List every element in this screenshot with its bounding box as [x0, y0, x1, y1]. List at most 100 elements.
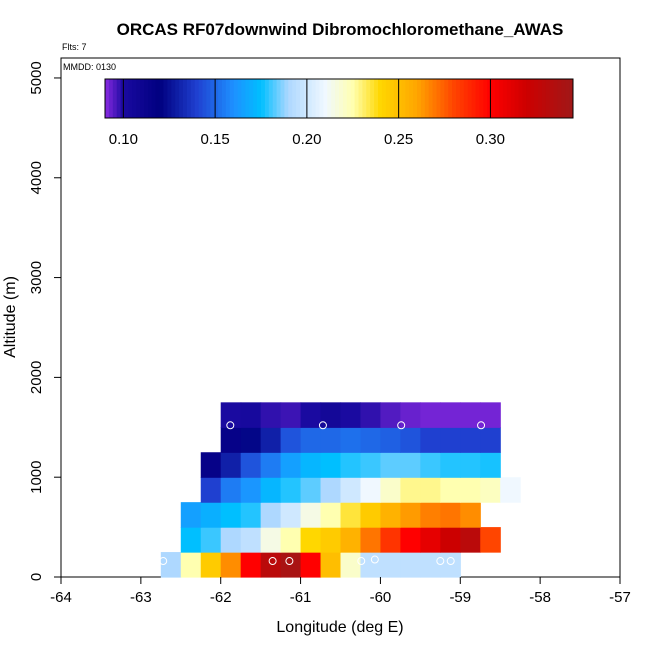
colorbar-segment — [534, 79, 539, 118]
colorbar-segment — [401, 79, 406, 118]
heatmap-cell — [280, 402, 302, 428]
heatmap-cell — [280, 452, 302, 478]
colorbar-segment — [147, 79, 153, 118]
y-tick-label: 5000 — [28, 61, 45, 94]
colorbar-segment — [346, 79, 352, 118]
heatmap-cell — [320, 427, 342, 453]
colorbar-segment — [397, 79, 402, 118]
colorbar-segment — [268, 79, 274, 118]
colorbar-segment — [498, 79, 504, 118]
heatmap-cell — [420, 452, 441, 478]
colorbar-segment — [202, 79, 207, 118]
heatmap-cell — [260, 452, 282, 478]
y-tick-label: 0 — [28, 573, 45, 581]
colorbar-segment — [171, 79, 176, 118]
colorbar-segment — [225, 79, 231, 118]
colorbar-segment — [518, 79, 523, 118]
heatmap-cell — [460, 427, 481, 453]
heatmap-cell — [260, 552, 282, 578]
heatmap-cell — [500, 477, 521, 503]
colorbar-segment — [557, 79, 562, 118]
sample-point — [522, 543, 531, 552]
heatmap-cell — [300, 502, 322, 528]
colorbar-segment — [452, 79, 457, 118]
colorbar-segment — [276, 79, 281, 118]
colorbar-segment — [522, 79, 527, 118]
colorbar-segment — [350, 79, 356, 118]
heatmap-cell — [260, 477, 282, 503]
heatmap-cell — [320, 402, 342, 428]
colorbar-segment — [487, 79, 492, 118]
colorbar-segment — [303, 79, 309, 118]
x-tick-label: -59 — [449, 589, 471, 606]
heatmap-cell — [360, 477, 382, 503]
colorbar-segment — [155, 79, 161, 118]
y-axis: 0 1000 2000 3000 4000 5000 — [28, 61, 61, 581]
heatmap-cell — [280, 552, 302, 578]
heatmap-cell — [380, 552, 401, 578]
heatmap-cell — [420, 527, 441, 553]
x-tick-label: -57 — [609, 589, 631, 606]
colorbar-segment — [214, 79, 219, 118]
heatmap-cell — [280, 502, 302, 528]
colorbar-segment — [545, 79, 551, 118]
heatmap-cell — [200, 502, 222, 528]
colorbar-segment — [491, 79, 496, 118]
heatmap-cell — [480, 527, 501, 553]
sample-point — [357, 557, 366, 566]
heatmap-cell — [440, 427, 461, 453]
colorbar-tick-label: 0.30 — [476, 131, 505, 148]
colorbar-segment — [112, 79, 118, 118]
colorbar-segment — [327, 79, 332, 118]
heatmap-cell — [320, 527, 342, 553]
y-tick-label: 3000 — [28, 261, 45, 294]
sample-point — [318, 421, 327, 430]
heatmap-cell — [340, 477, 362, 503]
sample-point — [436, 557, 445, 566]
sample-point — [446, 557, 455, 566]
colorbar-segment — [206, 79, 211, 118]
heatmap-cell — [320, 552, 342, 578]
colorbar-segment — [510, 79, 515, 118]
heatmap-cell — [380, 402, 401, 428]
flts-label: Flts: 7 — [62, 42, 87, 52]
sample-point — [477, 421, 486, 430]
x-tick-label: -58 — [529, 589, 551, 606]
heatmap-cell — [260, 402, 282, 428]
colorbar-segment — [526, 79, 531, 118]
heatmap-cell — [380, 427, 401, 453]
colorbar-segment — [194, 79, 200, 118]
heatmap-cell — [180, 527, 202, 553]
heatmap-cell — [240, 477, 262, 503]
heatmap-cell — [240, 402, 262, 428]
colorbar-segment — [105, 79, 110, 118]
colorbar-segment — [495, 79, 500, 118]
heatmap-cell — [300, 402, 322, 428]
colorbar-segment — [323, 79, 328, 118]
heatmap-cell — [460, 527, 481, 553]
heatmap-cell — [340, 427, 362, 453]
colorbar-segment — [319, 79, 324, 118]
x-tick-label: -61 — [290, 589, 312, 606]
heatmap-cell — [360, 427, 382, 453]
heatmap-cell — [220, 477, 242, 503]
colorbar-segment — [541, 79, 547, 118]
x-axis: -64 -63 -62 -61 -60 -59 -58 -57 — [50, 577, 631, 606]
heatmap-cell — [300, 427, 322, 453]
colorbar-segment — [420, 79, 426, 118]
heatmap-cell — [200, 552, 222, 578]
heatmap-cell — [240, 527, 262, 553]
colorbar-segment — [479, 79, 484, 118]
mmdd-label: MMDD: 0130 — [63, 62, 116, 72]
sample-point — [505, 545, 514, 554]
heatmap-cell — [260, 427, 282, 453]
colorbar-segment — [506, 79, 512, 118]
heatmap-cell — [480, 452, 501, 478]
heatmap-cell — [240, 552, 262, 578]
colorbar-segment — [358, 79, 363, 118]
heatmap-cell — [260, 502, 282, 528]
colorbar-segment — [257, 79, 262, 118]
heatmap-cell — [340, 527, 362, 553]
colorbar-tick-label: 0.15 — [201, 131, 230, 148]
colorbar-segment — [167, 79, 172, 118]
